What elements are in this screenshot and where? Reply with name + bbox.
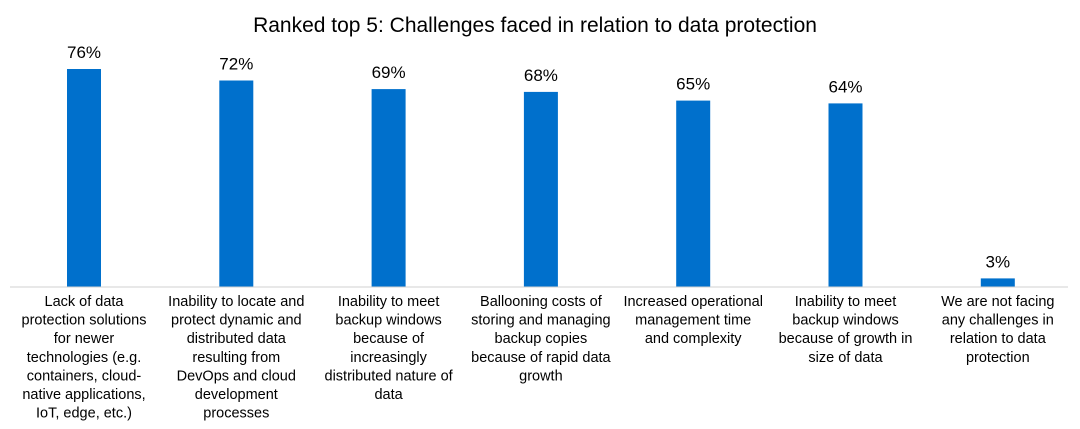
category-label-line: increasingly <box>350 350 427 366</box>
category-label-line: protect dynamic and <box>171 313 302 329</box>
category-label-line: Inability to meet <box>338 294 440 310</box>
category-label-line: backup windows <box>335 313 441 329</box>
category-label-line: distributed data <box>187 331 287 347</box>
bar-7 <box>980 278 1015 287</box>
category-label-5: Increased operational management time and … <box>623 294 762 347</box>
category-label-line: protection solutions <box>22 313 147 329</box>
category-label-line: distributed nature of <box>325 368 454 384</box>
value-label-5: 65% <box>676 75 710 94</box>
category-label-3: Inability to meet backup windows because o… <box>325 294 454 403</box>
category-label-line: Inability to meet <box>795 294 897 310</box>
category-label-line: Lack of data <box>45 294 125 310</box>
category-label-1: Lack of data protection solutions for newe… <box>22 294 147 422</box>
category-label-line: and complexity <box>645 331 742 347</box>
value-labels-group: 76% 72% 69% 68% 65% 64% 3% <box>67 43 1010 271</box>
category-label-6: Inability to meet backup windows because o… <box>779 294 913 366</box>
category-label-line: development <box>195 387 278 403</box>
category-labels-group: Lack of data protection solutions for newe… <box>22 294 1055 422</box>
bar-6 <box>828 103 863 288</box>
category-label-line: backup windows <box>792 313 898 329</box>
value-label-7: 3% <box>986 252 1011 271</box>
category-label-line: native applications, <box>22 387 145 403</box>
bar-1 <box>67 69 101 287</box>
category-label-line: technologies (e.g. <box>27 350 141 366</box>
category-label-line: containers, cloud- <box>27 368 142 384</box>
category-label-line: storing and managing <box>471 313 610 329</box>
category-label-line: growth <box>519 368 563 384</box>
category-label-line: management time <box>635 313 751 329</box>
category-label-line: data <box>374 387 403 403</box>
value-label-2: 72% <box>219 55 253 74</box>
category-label-4: Ballooning costs of storing and managing b… <box>471 294 611 384</box>
category-label-7: We are not facing any challenges in relati… <box>941 294 1054 366</box>
bar-2 <box>219 80 254 287</box>
bars-group <box>67 69 1015 288</box>
value-label-4: 68% <box>524 66 558 85</box>
category-label-2: Inability to locate and protect dynamic a… <box>168 294 304 422</box>
category-label-line: We are not facing <box>941 294 1054 310</box>
category-label-line: backup copies <box>495 331 588 347</box>
category-label-line: any challenges in <box>942 313 1054 329</box>
bar-4 <box>523 91 558 288</box>
category-label-line: Increased operational <box>623 294 762 310</box>
category-label-line: resulting from <box>192 350 280 366</box>
bar-3 <box>371 89 406 287</box>
category-label-line: Inability to locate and <box>168 294 304 310</box>
category-label-line: IoT, edge, etc.) <box>36 406 132 422</box>
category-label-line: size of data <box>808 350 883 366</box>
chart-title: Ranked top 5: Challenges faced in relati… <box>253 14 817 37</box>
category-label-line: Ballooning costs of <box>480 294 603 310</box>
category-label-line: protection <box>966 350 1030 366</box>
category-label-line: because of rapid data <box>471 350 611 366</box>
category-label-line: because of growth in <box>779 331 913 347</box>
category-label-line: for newer <box>54 331 115 347</box>
value-label-6: 64% <box>828 77 862 96</box>
category-label-line: because of <box>353 331 425 347</box>
bar-5 <box>676 100 711 287</box>
value-label-3: 69% <box>372 63 406 82</box>
category-label-line: DevOps and cloud <box>177 368 296 384</box>
value-label-1: 76% <box>67 43 101 62</box>
category-label-line: relation to data <box>950 331 1047 347</box>
category-label-line: processes <box>203 406 269 422</box>
